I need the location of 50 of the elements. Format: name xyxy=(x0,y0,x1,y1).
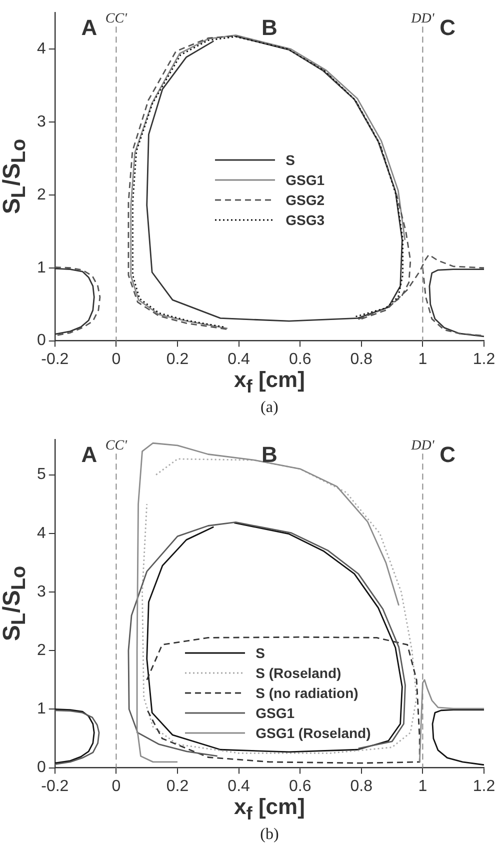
y-tick-label: 1 xyxy=(36,700,46,718)
x-axis-title: x$_{f}$ [cm] xyxy=(234,794,305,824)
legend-label: GSG1 xyxy=(256,705,295,722)
annotation: C xyxy=(440,442,456,468)
legend-label: S xyxy=(286,152,295,168)
legend-label: GSG3 xyxy=(286,212,325,228)
legend-label: GSG2 xyxy=(286,192,325,208)
ref-line-label: DD' xyxy=(410,11,436,26)
ref-line-label: CC' xyxy=(105,438,128,454)
y-tick-label: 3 xyxy=(36,583,46,600)
x-tick-label: 0 xyxy=(112,350,121,368)
y-tick-label: 2 xyxy=(36,642,46,659)
x-tick-label: 1 xyxy=(418,350,428,368)
x-tick-label: 1.2 xyxy=(472,350,496,368)
x-tick-label: 0.4 xyxy=(228,778,250,795)
annotation: C xyxy=(440,14,456,41)
x-tick-label: 0.6 xyxy=(288,350,312,368)
legend-label: GSG1 xyxy=(286,172,325,188)
y-tick-label: 0 xyxy=(36,759,46,776)
y-tick-label: 3 xyxy=(36,113,46,130)
annotation: B xyxy=(261,14,278,41)
x-tick-label: 0.4 xyxy=(228,350,250,368)
y-tick-label: 4 xyxy=(36,524,46,542)
text: (a) xyxy=(260,398,278,417)
x-tick-label: 0.8 xyxy=(350,778,373,795)
y-tick-label: 2 xyxy=(36,186,46,204)
y-tick-label: 5 xyxy=(36,466,46,484)
x-tick-label: 0.8 xyxy=(350,350,373,368)
y-tick-label: 1 xyxy=(36,259,46,276)
x-tick-label: 0.6 xyxy=(288,778,312,795)
x-tick-label: 1 xyxy=(418,778,428,795)
y-tick-label: 0 xyxy=(36,332,46,350)
legend-label: S (Roseland) xyxy=(256,665,342,682)
annotation: B xyxy=(261,442,278,468)
legend-label: S (no radiation) xyxy=(256,685,358,702)
annotation: A xyxy=(81,14,98,41)
legend-label: S xyxy=(256,645,265,662)
annotation: A xyxy=(81,442,98,468)
x-tick-label: -0.2 xyxy=(41,778,69,795)
text: (b) xyxy=(260,826,279,844)
x-axis-title: x$_{f}$ [cm] xyxy=(234,366,305,398)
ref-line-label: DD' xyxy=(410,438,436,454)
y-tick-label: 4 xyxy=(36,40,46,58)
x-tick-label: 0.2 xyxy=(166,778,189,795)
x-tick-label: 0 xyxy=(112,778,121,795)
x-tick-label: 0.2 xyxy=(166,350,189,368)
legend-label: GSG1 (Roseland) xyxy=(256,725,371,742)
x-tick-label: -0.2 xyxy=(41,350,69,368)
x-tick-label: 1.2 xyxy=(472,778,496,795)
ref-line-label: CC' xyxy=(105,11,128,26)
